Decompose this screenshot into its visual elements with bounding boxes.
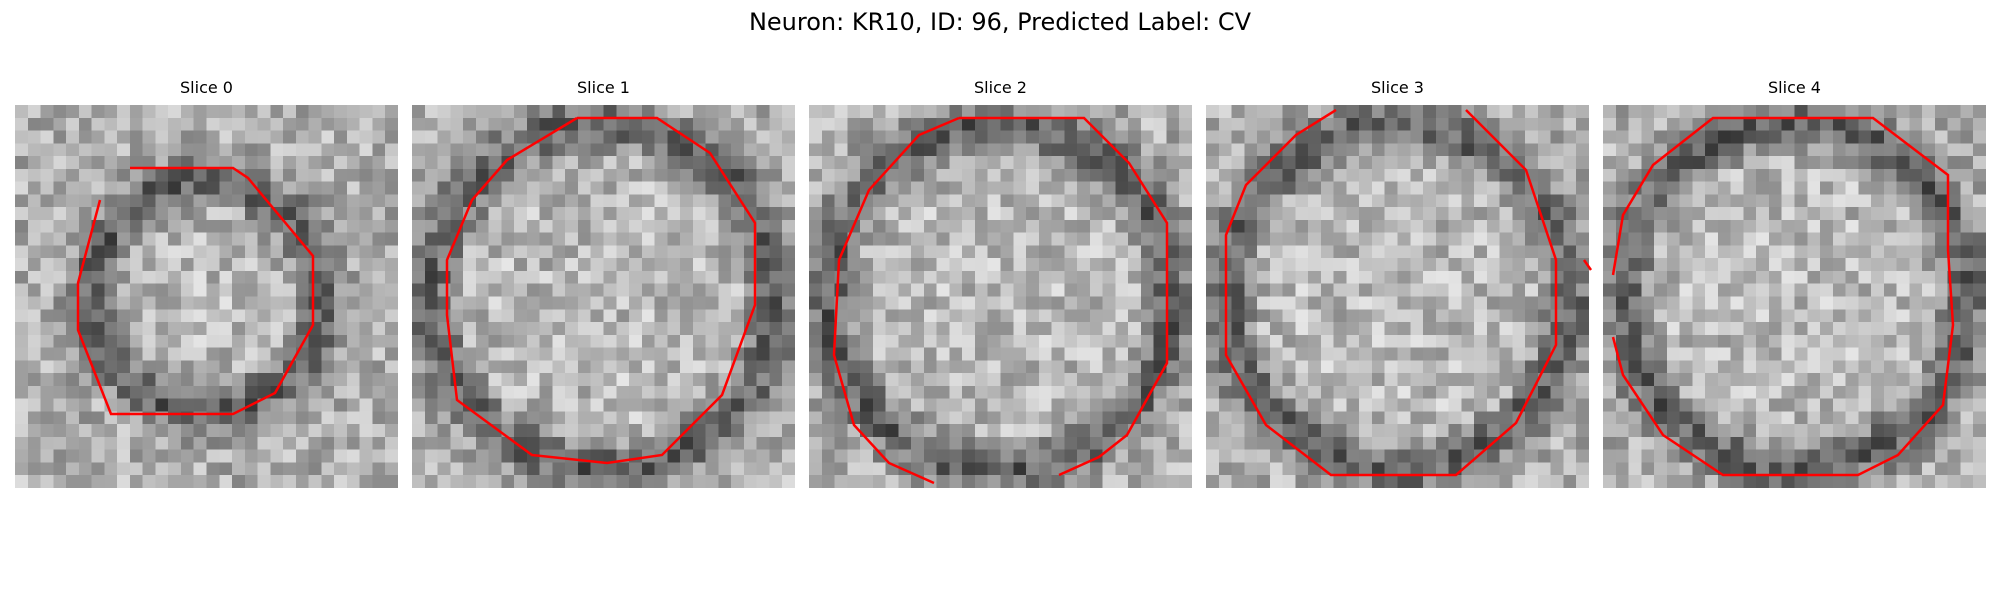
slice-panel-4: Slice 4: [1603, 78, 1986, 488]
contour-overlay-3: [1224, 108, 1593, 477]
segmentation-contour: [76, 166, 315, 416]
segmentation-contour: [959, 116, 1169, 477]
slice-title-3: Slice 3: [1371, 78, 1424, 97]
slice-panel-0: Slice 0: [15, 78, 398, 488]
slice-panel-1: Slice 1: [412, 78, 795, 488]
contour-overlay-4: [1611, 116, 1955, 477]
segmentation-contour: [1224, 108, 1558, 477]
segmentation-contour: [832, 116, 960, 485]
slice-panel-2: Slice 2: [809, 78, 1192, 488]
slice-title-4: Slice 4: [1768, 78, 1821, 97]
contour-overlay-0: [76, 166, 315, 416]
segmentation-contour: [1582, 259, 1593, 271]
slice-image-4: [1603, 105, 1986, 488]
contour-overlay-2: [832, 116, 1169, 485]
slice-title-2: Slice 2: [974, 78, 1027, 97]
slice-title-1: Slice 1: [577, 78, 630, 97]
slice-panel-3: Slice 3: [1206, 78, 1593, 488]
slice-image-2: [809, 105, 1192, 488]
contour-overlay-1: [445, 116, 757, 465]
figure-title: Neuron: KR10, ID: 96, Predicted Label: C…: [748, 8, 1252, 36]
slice-image-1: [412, 105, 795, 488]
slice-title-0: Slice 0: [180, 78, 233, 97]
segmentation-contour: [445, 116, 757, 465]
segmentation-contour: [1611, 116, 1955, 477]
